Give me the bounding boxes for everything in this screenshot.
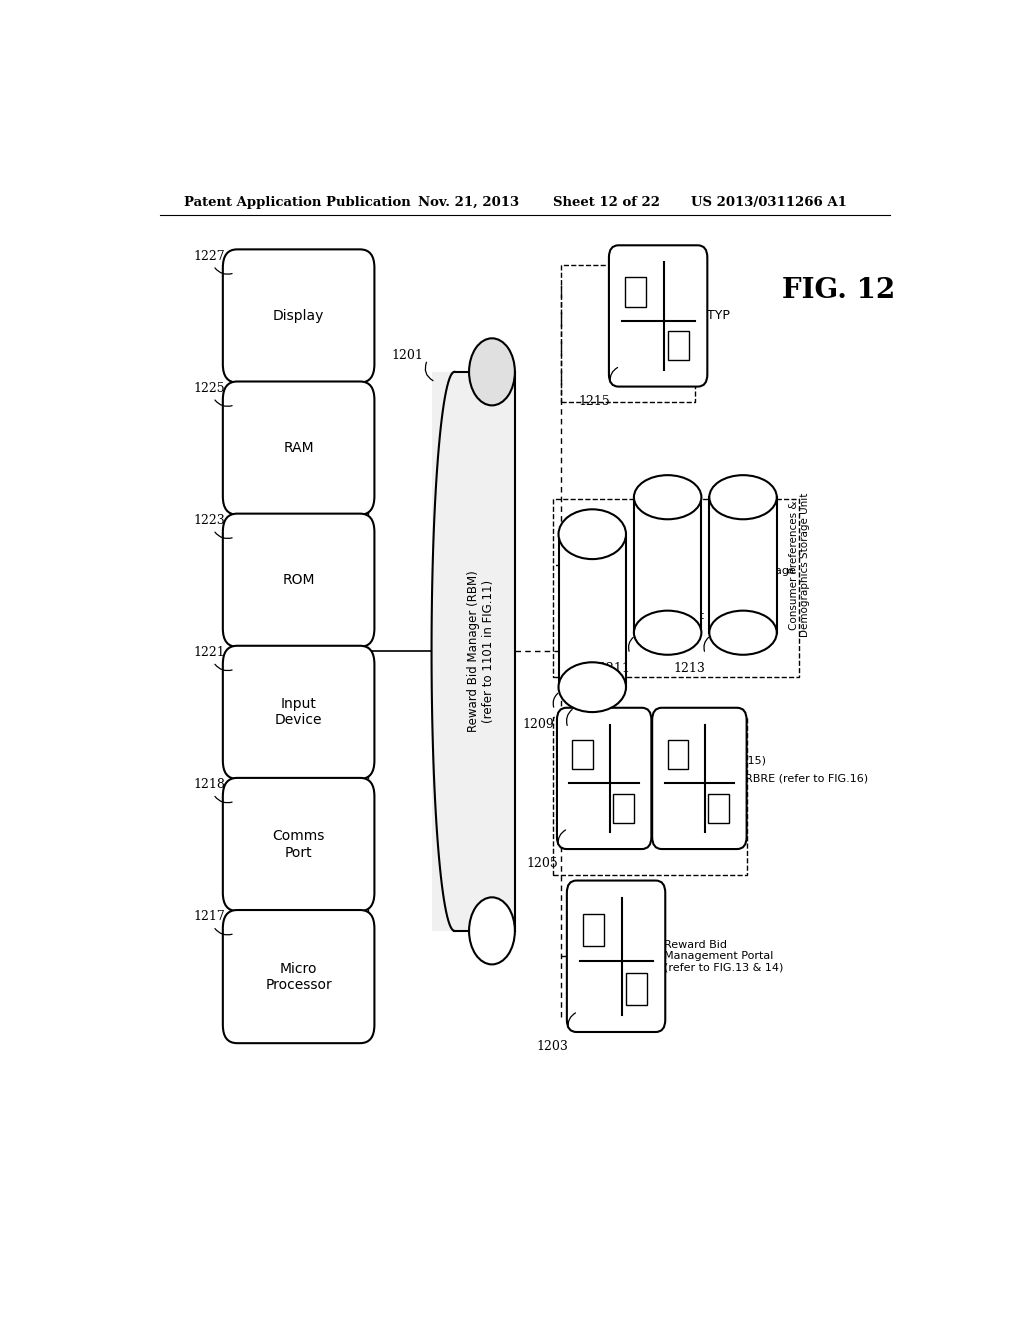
Ellipse shape — [634, 475, 701, 519]
Ellipse shape — [558, 663, 626, 711]
Text: 1213: 1213 — [674, 663, 706, 675]
Ellipse shape — [710, 475, 777, 519]
Bar — [558, 535, 626, 688]
Text: 1215: 1215 — [579, 395, 610, 408]
Text: 1223: 1223 — [194, 513, 225, 527]
Text: 1209: 1209 — [523, 718, 555, 731]
Bar — [553, 499, 799, 677]
Bar — [634, 498, 701, 632]
Text: Transaction
Detail &
History Storage
Unit: Transaction Detail & History Storage Uni… — [710, 543, 797, 587]
Ellipse shape — [469, 898, 515, 965]
Text: Sheet 12 of 22: Sheet 12 of 22 — [553, 195, 659, 209]
Text: 1205: 1205 — [526, 857, 558, 870]
Ellipse shape — [710, 611, 777, 655]
Bar — [572, 739, 593, 770]
Text: FIG. 12: FIG. 12 — [781, 277, 895, 304]
Text: 1201: 1201 — [392, 348, 424, 362]
Ellipse shape — [634, 611, 701, 655]
Text: 1227: 1227 — [194, 249, 225, 263]
Text: 1225: 1225 — [194, 381, 225, 395]
Text: Micro
Processor: Micro Processor — [265, 961, 332, 991]
FancyBboxPatch shape — [223, 777, 375, 911]
Text: 1218: 1218 — [194, 777, 225, 791]
FancyBboxPatch shape — [223, 513, 375, 647]
Bar — [553, 718, 748, 875]
Text: TYP: TYP — [708, 309, 730, 322]
Text: RBRE (refer to FIG.16): RBRE (refer to FIG.16) — [745, 774, 868, 783]
FancyBboxPatch shape — [223, 909, 375, 1043]
Text: ROM: ROM — [283, 573, 314, 587]
FancyBboxPatch shape — [567, 880, 666, 1032]
Bar — [710, 498, 777, 632]
Bar — [709, 793, 729, 822]
FancyBboxPatch shape — [223, 381, 375, 515]
FancyBboxPatch shape — [609, 246, 708, 387]
FancyBboxPatch shape — [223, 645, 375, 779]
Text: Display: Display — [273, 309, 325, 323]
Text: PPLI (refer to FIG.15): PPLI (refer to FIG.15) — [650, 756, 766, 766]
Bar — [668, 739, 688, 770]
Ellipse shape — [469, 338, 515, 405]
Bar — [613, 793, 634, 822]
Text: 1211: 1211 — [598, 663, 630, 675]
FancyBboxPatch shape — [223, 249, 375, 383]
FancyBboxPatch shape — [652, 708, 746, 849]
Bar — [560, 265, 695, 403]
Bar — [626, 973, 647, 1005]
Bar — [583, 915, 604, 946]
Text: Comms
Port: Comms Port — [272, 829, 325, 859]
Bar — [431, 372, 515, 931]
Ellipse shape — [558, 510, 626, 560]
Bar — [625, 277, 646, 306]
Text: Consumer Preferences &
Demographics Storage Unit: Consumer Preferences & Demographics Stor… — [788, 492, 810, 638]
Text: 1207: 1207 — [579, 697, 610, 710]
Text: Nov. 21, 2013: Nov. 21, 2013 — [418, 195, 519, 209]
Text: Reward Bid
Management Portal
(refer to FIG.13 & 14): Reward Bid Management Portal (refer to F… — [664, 940, 783, 973]
Text: RAM: RAM — [284, 441, 314, 455]
Text: Patent Application Publication: Patent Application Publication — [183, 195, 411, 209]
Text: 1203: 1203 — [537, 1040, 568, 1053]
Text: Rewards Bid
Storage Unit: Rewards Bid Storage Unit — [634, 599, 703, 622]
Text: US 2013/0311266 A1: US 2013/0311266 A1 — [691, 195, 847, 209]
Text: 1221: 1221 — [194, 645, 225, 659]
Text: Input
Device: Input Device — [274, 697, 323, 727]
FancyBboxPatch shape — [557, 708, 651, 849]
Text: Reward Bid Manager (RBM)
(refer to 1101 in FIG.11): Reward Bid Manager (RBM) (refer to 1101 … — [467, 570, 496, 733]
Text: 1217: 1217 — [194, 911, 225, 923]
Bar — [668, 331, 689, 360]
